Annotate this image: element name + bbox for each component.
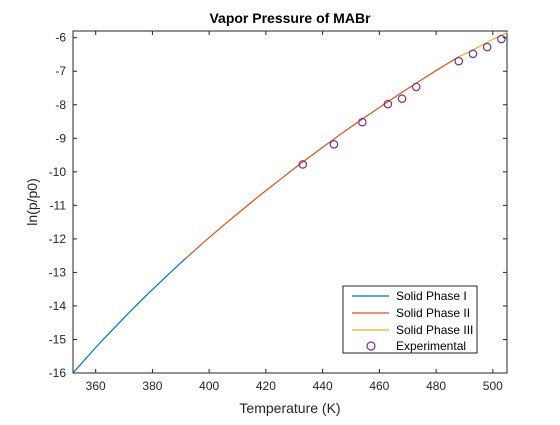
y-tick-label: -11 [50,198,67,212]
x-tick-label: 380 [142,379,162,393]
legend-experimental-marker [366,341,376,351]
series-experimental-point [329,140,339,149]
tick-layer: 360 380 400 420 440 460 480 500 -16 -15 -14 -13 -12 -… [49,31,507,393]
series-experimental-point [383,99,393,109]
series-experimental-point [454,56,464,66]
series-experimental-point [468,49,478,59]
y-tick-label: -15 [49,332,67,346]
y-tick-label: -7 [55,64,66,78]
x-tick-label: 480 [426,379,446,393]
y-tick-label: -13 [49,265,67,279]
series-experimental-point [497,34,506,44]
series-experimental-point [482,42,492,52]
y-tick-label: -12 [49,232,67,246]
y-tick-label: -8 [55,98,66,112]
y-tick-label: -9 [55,131,66,145]
series-solid-phase-i-line [72,257,188,374]
x-tick-label: 500 [483,379,503,393]
series-experimental-point [298,160,308,169]
series-experimental-point [411,82,421,92]
legend-box [342,285,478,354]
y-tick-label: -10 [49,165,67,179]
y-tick-label: -14 [49,299,67,313]
y-tick-label: -16 [49,366,67,380]
chart-title: Vapor Pressure of MABr [209,10,371,26]
series-experimental-point [397,94,407,104]
series-experimental-point [358,117,367,127]
x-tick-label: 400 [199,379,219,393]
x-tick-label: 420 [256,379,276,393]
legend-solid-phase-iii-label: Solid Phase III [396,323,473,337]
legend-solid-phase-i-label: Solid Phase I [396,289,467,303]
x-tick-label: 360 [86,379,106,393]
legend-solid-phase-ii-label: Solid Phase II [396,306,470,320]
series-solid-phase-ii-line [185,56,460,259]
x-tick-label: 460 [369,379,389,393]
series-layer [72,32,508,374]
legend: Solid Phase I Solid Phase II Solid Phase… [342,285,478,354]
y-axis-label: ln(p/p0) [24,178,40,225]
y-tick-label: -6 [55,31,66,45]
x-axis-label: Temperature (K) [239,400,340,416]
legend-experimental-label: Experimental [396,339,466,353]
x-tick-label: 440 [313,379,333,393]
